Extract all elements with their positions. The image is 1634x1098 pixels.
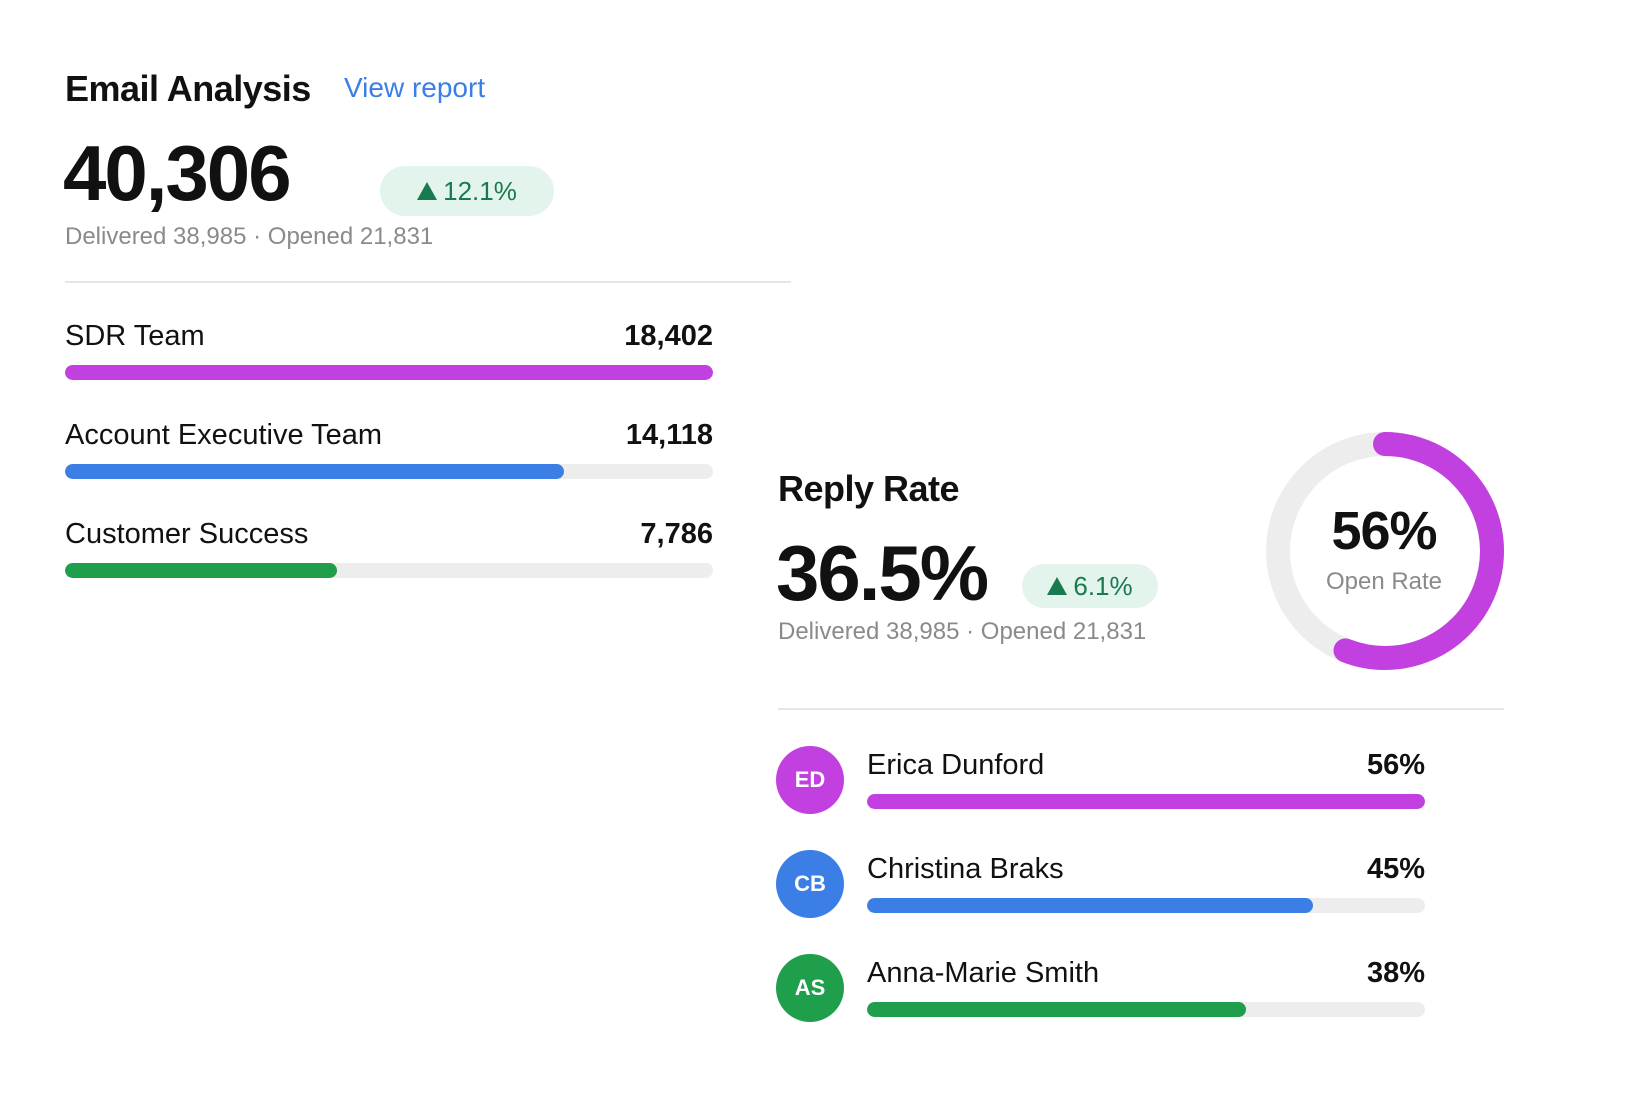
- open-rate-label: Open Rate: [1325, 568, 1443, 595]
- team-progress-fill: [65, 365, 713, 380]
- team-label: Account Executive Team: [65, 419, 383, 451]
- reply-rate-value: 36.5%: [776, 529, 989, 617]
- reply-subline: Delivered 38,985 · Opened 21,831: [778, 618, 1147, 645]
- team-progress-fill: [65, 563, 338, 578]
- person-name: Christina Braks: [867, 853, 1064, 885]
- person-name: Erica Dunford: [867, 749, 1045, 781]
- email-change-badge: 12.1%: [380, 166, 554, 216]
- view-report-link[interactable]: View report: [344, 72, 486, 103]
- open-rate-value: 56%: [1331, 501, 1437, 561]
- person-progress-fill: [867, 898, 1314, 913]
- donut-center: 56% Open Rate: [1284, 500, 1484, 596]
- person-progress-track: [867, 898, 1425, 913]
- up-triangle-icon: [417, 182, 438, 200]
- donut-progress-arc: [1266, 432, 1504, 670]
- team-label: SDR Team: [65, 320, 205, 352]
- avatar[interactable]: ED: [776, 746, 844, 814]
- email-total: 40,306: [63, 129, 292, 217]
- up-triangle-icon: [1047, 577, 1068, 595]
- person-value: 56%: [1366, 749, 1425, 781]
- avatar-initials: AS: [794, 975, 826, 1000]
- reply-rate-title: Reply Rate: [778, 468, 960, 509]
- team-progress-track: [65, 365, 713, 380]
- avatar[interactable]: CB: [776, 850, 844, 918]
- email-subline: Delivered 38,985 · Opened 21,831: [65, 223, 434, 250]
- person-value: 38%: [1366, 957, 1425, 989]
- email-divider: [65, 281, 791, 283]
- avatar[interactable]: AS: [776, 954, 844, 1022]
- person-progress-fill: [867, 794, 1425, 809]
- reply-change-value: 6.1%: [1073, 570, 1133, 601]
- person-progress-track: [867, 794, 1425, 809]
- person-value: 45%: [1366, 853, 1425, 885]
- team-progress-track: [65, 464, 713, 479]
- person-progress-fill: [867, 1002, 1247, 1017]
- person-progress-track: [867, 1002, 1425, 1017]
- team-value: 14,118: [625, 419, 713, 451]
- team-progress-fill: [65, 464, 564, 479]
- reply-divider: [778, 708, 1504, 710]
- person-name: Anna-Marie Smith: [867, 957, 1100, 989]
- reply-change-badge: 6.1%: [1022, 564, 1158, 608]
- avatar-initials: ED: [794, 767, 826, 792]
- avatar-initials: CB: [794, 871, 826, 896]
- team-value: 7,786: [640, 518, 713, 550]
- email-change-value: 12.1%: [443, 175, 517, 206]
- email-analysis-title: Email Analysis: [65, 68, 311, 109]
- team-label: Customer Success: [65, 518, 309, 550]
- team-value: 18,402: [624, 320, 713, 352]
- open-rate-donut: [1266, 432, 1504, 670]
- team-progress-track: [65, 563, 713, 578]
